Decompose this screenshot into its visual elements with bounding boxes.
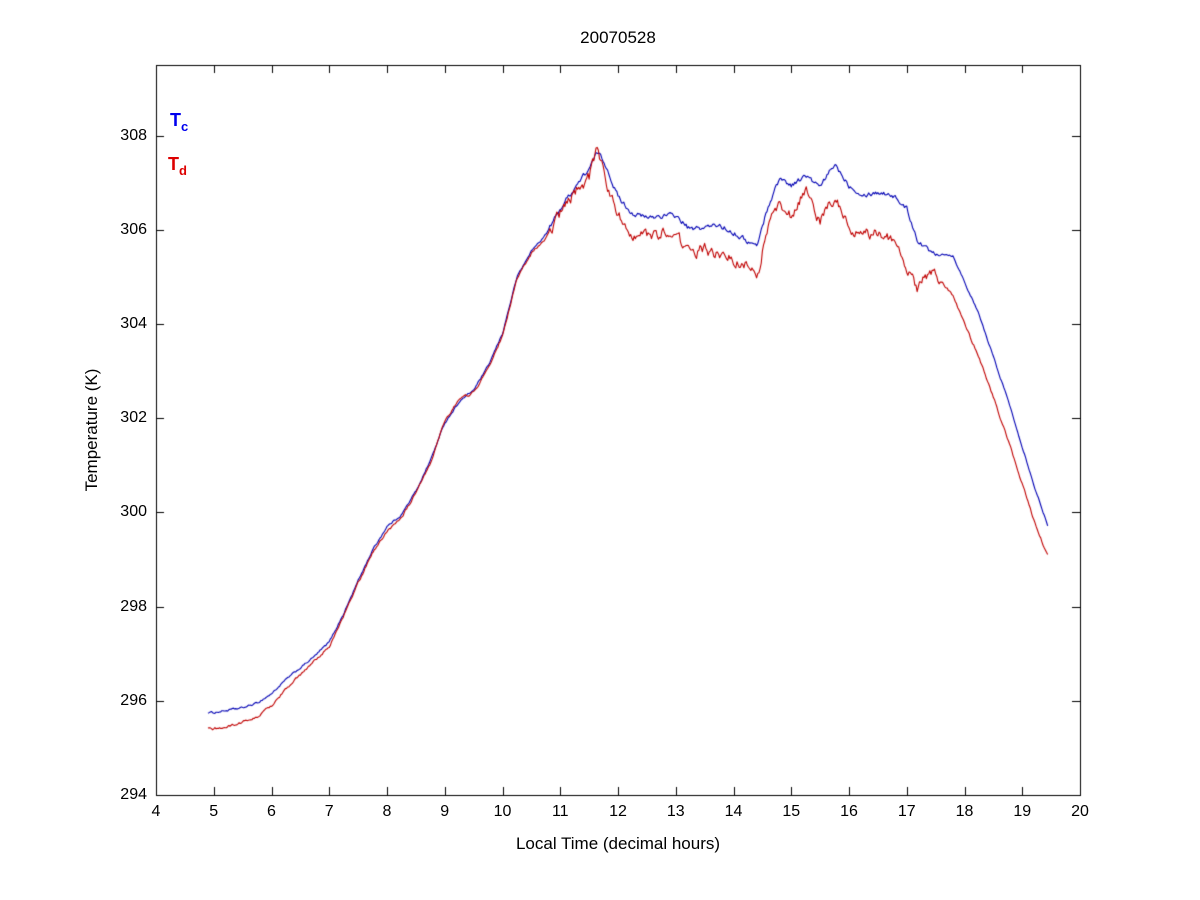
x-tick-label: 20 bbox=[1071, 803, 1089, 820]
x-tick-label: 14 bbox=[724, 803, 743, 820]
x-tick-label: 10 bbox=[493, 803, 512, 820]
x-tick-label: 7 bbox=[324, 803, 334, 820]
x-tick-label: 15 bbox=[782, 803, 801, 820]
legend-entry-tc: Tc bbox=[170, 110, 188, 134]
x-tick-label: 8 bbox=[382, 803, 392, 820]
y-tick-label: 300 bbox=[120, 503, 147, 521]
legend-label-tc: T bbox=[170, 109, 181, 130]
x-tick-label: 11 bbox=[551, 803, 569, 820]
x-tick-label: 12 bbox=[609, 803, 627, 820]
x-tick-label: 18 bbox=[955, 803, 974, 820]
y-tick-label: 296 bbox=[120, 691, 147, 709]
x-tick-label: 5 bbox=[209, 803, 219, 820]
legend-label-td: T bbox=[168, 154, 179, 175]
y-tick-label: 308 bbox=[120, 126, 147, 144]
legend-sub-tc: c bbox=[181, 118, 189, 134]
legend-sub-td: d bbox=[179, 163, 187, 179]
y-tick-label: 306 bbox=[120, 220, 147, 238]
x-tick-label: 16 bbox=[840, 803, 858, 820]
x-tick-label: 13 bbox=[666, 803, 685, 820]
x-tick-label: 4 bbox=[151, 803, 161, 820]
x-axis-label: Local Time (decimal hours) bbox=[515, 834, 721, 853]
x-tick-label: 9 bbox=[440, 803, 450, 820]
x-tick-label: 17 bbox=[897, 803, 916, 820]
y-tick-label: 294 bbox=[120, 786, 147, 803]
x-tick-label: 19 bbox=[1013, 803, 1032, 820]
legend-entry-td: Td bbox=[168, 154, 187, 178]
y-axis-label: Temperature (K) bbox=[82, 368, 101, 492]
x-tick-label: 6 bbox=[267, 803, 276, 820]
y-tick-label: 304 bbox=[120, 315, 147, 333]
y-tick-label: 302 bbox=[120, 409, 147, 427]
y-tick-label: 298 bbox=[120, 597, 147, 615]
chart-title: 20070528 bbox=[580, 28, 656, 47]
